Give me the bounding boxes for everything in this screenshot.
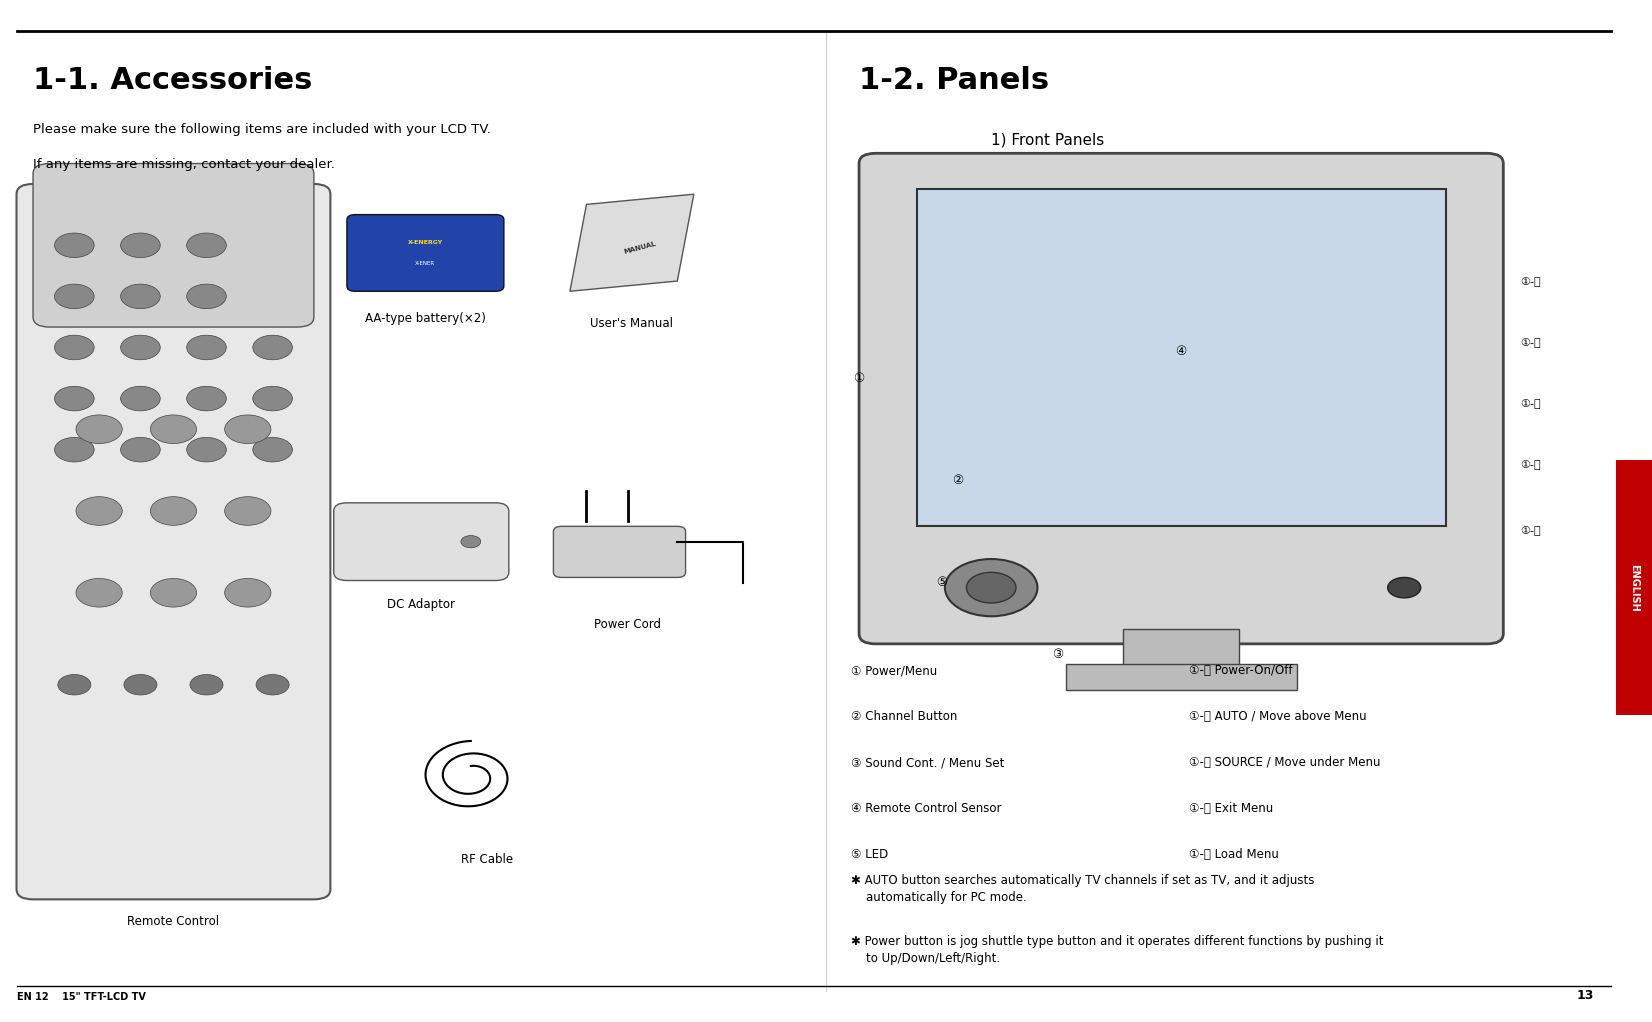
Circle shape xyxy=(225,415,271,444)
Text: DC Adaptor: DC Adaptor xyxy=(387,598,456,611)
Bar xyxy=(917,189,1446,526)
Circle shape xyxy=(461,536,481,548)
Text: 1) Front Panels: 1) Front Panels xyxy=(991,133,1105,148)
Text: ①-Ⓐ Power-On/Off: ①-Ⓐ Power-On/Off xyxy=(1189,664,1294,678)
Polygon shape xyxy=(570,194,694,291)
Text: ⑤: ⑤ xyxy=(937,576,947,589)
Text: ①-Ⓑ AUTO / Move above Menu: ①-Ⓑ AUTO / Move above Menu xyxy=(1189,710,1368,724)
Circle shape xyxy=(150,578,197,607)
Circle shape xyxy=(253,335,292,360)
FancyBboxPatch shape xyxy=(347,215,504,291)
FancyBboxPatch shape xyxy=(859,153,1503,644)
Text: If any items are missing, contact your dealer.: If any items are missing, contact your d… xyxy=(33,158,335,172)
Circle shape xyxy=(121,284,160,309)
Circle shape xyxy=(124,675,157,695)
Circle shape xyxy=(121,335,160,360)
Circle shape xyxy=(55,335,94,360)
Circle shape xyxy=(253,386,292,411)
FancyBboxPatch shape xyxy=(17,184,330,899)
Bar xyxy=(1123,629,1239,669)
Text: ② Channel Button: ② Channel Button xyxy=(851,710,957,724)
Circle shape xyxy=(190,675,223,695)
Circle shape xyxy=(187,386,226,411)
Circle shape xyxy=(58,675,91,695)
Text: ✱ Power button is jog shuttle type button and it operates different functions by: ✱ Power button is jog shuttle type butto… xyxy=(851,935,1383,965)
Circle shape xyxy=(76,497,122,525)
Text: ① Power/Menu: ① Power/Menu xyxy=(851,664,937,678)
Text: 1-2. Panels: 1-2. Panels xyxy=(859,66,1049,95)
Text: X-ENER: X-ENER xyxy=(415,261,436,266)
Circle shape xyxy=(253,437,292,462)
Text: ④ Remote Control Sensor: ④ Remote Control Sensor xyxy=(851,802,1001,816)
Text: ③: ③ xyxy=(1052,648,1062,660)
Text: RF Cable: RF Cable xyxy=(461,853,514,867)
Text: ①: ① xyxy=(854,372,864,384)
Text: Remote Control: Remote Control xyxy=(127,915,220,928)
Text: 13: 13 xyxy=(1576,988,1594,1002)
Bar xyxy=(1066,664,1297,690)
Text: Please make sure the following items are included with your LCD TV.: Please make sure the following items are… xyxy=(33,123,491,136)
Circle shape xyxy=(966,572,1016,603)
Text: X-ENERGY: X-ENERGY xyxy=(408,240,443,245)
Text: ①-Ⓓ Exit Menu: ①-Ⓓ Exit Menu xyxy=(1189,802,1274,816)
Text: ④: ④ xyxy=(1176,345,1186,358)
Text: Power Cord: Power Cord xyxy=(595,618,661,632)
Circle shape xyxy=(55,386,94,411)
Circle shape xyxy=(256,675,289,695)
Circle shape xyxy=(150,497,197,525)
Circle shape xyxy=(187,437,226,462)
Circle shape xyxy=(187,284,226,309)
Circle shape xyxy=(55,284,94,309)
Circle shape xyxy=(76,578,122,607)
Circle shape xyxy=(121,437,160,462)
Text: ENGLISH: ENGLISH xyxy=(1629,564,1639,611)
Text: ✱ AUTO button searches automatically TV channels if set as TV, and it adjusts
  : ✱ AUTO button searches automatically TV … xyxy=(851,874,1313,903)
Text: ①-Ⓓ: ①-Ⓓ xyxy=(1520,460,1540,469)
Text: ①-Ⓒ: ①-Ⓒ xyxy=(1520,399,1540,408)
Circle shape xyxy=(945,559,1037,616)
Circle shape xyxy=(225,578,271,607)
Circle shape xyxy=(55,233,94,258)
Text: ⑤ LED: ⑤ LED xyxy=(851,848,889,862)
Circle shape xyxy=(225,497,271,525)
Text: ①-Ⓑ: ①-Ⓑ xyxy=(1520,337,1540,347)
Text: ③ Sound Cont. / Menu Set: ③ Sound Cont. / Menu Set xyxy=(851,756,1004,770)
Text: ①-Ⓔ: ①-Ⓔ xyxy=(1520,525,1540,536)
Circle shape xyxy=(55,437,94,462)
Circle shape xyxy=(187,335,226,360)
Text: ②: ② xyxy=(953,474,963,486)
Text: ①-Ⓔ Load Menu: ①-Ⓔ Load Menu xyxy=(1189,848,1279,862)
Circle shape xyxy=(76,415,122,444)
Text: User's Manual: User's Manual xyxy=(590,317,674,330)
FancyBboxPatch shape xyxy=(33,164,314,327)
Text: AA-type battery(×2): AA-type battery(×2) xyxy=(365,312,486,325)
Circle shape xyxy=(121,233,160,258)
Bar xyxy=(1616,460,1652,715)
Text: EN 12    15" TFT-LCD TV: EN 12 15" TFT-LCD TV xyxy=(17,991,145,1002)
FancyBboxPatch shape xyxy=(334,503,509,580)
Text: ①-Ⓐ: ①-Ⓐ xyxy=(1520,276,1540,286)
Circle shape xyxy=(187,233,226,258)
Circle shape xyxy=(150,415,197,444)
Circle shape xyxy=(1388,577,1421,598)
Text: 1-1. Accessories: 1-1. Accessories xyxy=(33,66,312,95)
Text: MANUAL: MANUAL xyxy=(623,240,657,256)
Circle shape xyxy=(121,386,160,411)
FancyBboxPatch shape xyxy=(553,526,686,577)
Text: ①-Ⓒ SOURCE / Move under Menu: ①-Ⓒ SOURCE / Move under Menu xyxy=(1189,756,1381,770)
